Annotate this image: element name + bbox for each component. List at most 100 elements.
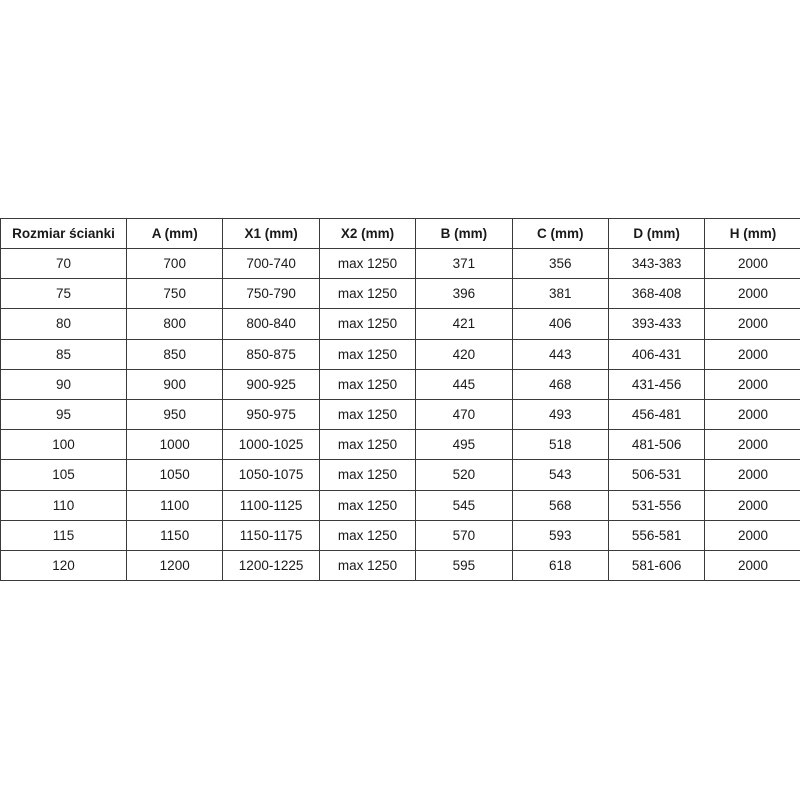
table-cell: 2000 [704, 459, 800, 491]
table-cell: max 1250 [318, 278, 417, 310]
table-cell: 1200-1225 [222, 549, 320, 582]
table-cell: 518 [511, 429, 609, 461]
table-cell: 900 [125, 368, 224, 400]
table-cell: 90 [0, 368, 127, 400]
table-cell: 595 [415, 549, 513, 582]
table-cell: 75 [0, 278, 127, 310]
table-cell: 80 [0, 308, 127, 340]
table-cell: max 1250 [318, 489, 417, 521]
table-row: 70 700 700-740 max 1250 371 356 343-383 2000 [0, 247, 800, 280]
table-cell: 850-875 [222, 338, 320, 370]
table-cell: 120 [0, 549, 127, 582]
table-cell: 593 [511, 519, 609, 551]
table-cell: 900-925 [222, 368, 320, 400]
table-cell: 115 [0, 519, 127, 551]
table-cell: 495 [415, 429, 513, 461]
table-cell: 456-481 [607, 398, 706, 431]
table-row: 110 1100 1100-1125 max 1250 545 568 531-556 200… [0, 489, 800, 521]
table-cell: 618 [511, 549, 609, 582]
table-cell: 800 [125, 308, 224, 340]
table-row: 95 950 950-975 max 1250 470 493 456-481 2000 [0, 398, 800, 431]
table-cell: 570 [415, 519, 513, 551]
table-cell: 100 [0, 429, 127, 461]
column-header: X2 (mm) [318, 218, 417, 249]
table-cell: 2000 [704, 308, 800, 340]
table-cell: 1100-1125 [222, 489, 320, 521]
table-cell: 368-408 [607, 278, 706, 310]
table-cell: 343-383 [607, 247, 706, 280]
table-cell: 468 [511, 368, 609, 400]
table-cell: max 1250 [318, 549, 417, 582]
table-cell: 700-740 [222, 247, 320, 280]
table-cell: 396 [415, 278, 513, 310]
table-cell: max 1250 [318, 398, 417, 431]
table-cell: 506-531 [607, 459, 706, 491]
column-header: H (mm) [704, 218, 800, 249]
table-cell: 568 [511, 489, 609, 521]
table-cell: 1150-1175 [222, 519, 320, 551]
table-cell: max 1250 [318, 429, 417, 461]
table-cell: 481-506 [607, 429, 706, 461]
table-cell: 750 [125, 278, 224, 310]
table-cell: 556-581 [607, 519, 706, 551]
table-cell: 431-456 [607, 368, 706, 400]
table-cell: max 1250 [318, 247, 417, 280]
table-cell: 1100 [125, 489, 224, 521]
table-cell: 1150 [125, 519, 224, 551]
table-cell: 700 [125, 247, 224, 280]
table-cell: 356 [511, 247, 609, 280]
table-cell: max 1250 [318, 519, 417, 551]
table-row: 75 750 750-790 max 1250 396 381 368-408 2000 [0, 278, 800, 310]
table-cell: 420 [415, 338, 513, 370]
table-cell: 381 [511, 278, 609, 310]
table-cell: max 1250 [318, 459, 417, 491]
dimensions-table: Rozmiar ścianki A (mm) X1 (mm) X2 (mm) B (mm… [0, 218, 800, 582]
table-cell: 581-606 [607, 549, 706, 582]
table-cell: 2000 [704, 489, 800, 521]
column-header: A (mm) [125, 218, 224, 249]
table-cell: 950-975 [222, 398, 320, 431]
table-cell: 545 [415, 489, 513, 521]
table-cell: 520 [415, 459, 513, 491]
table-cell: 750-790 [222, 278, 320, 310]
table-cell: 2000 [704, 338, 800, 370]
table-cell: 2000 [704, 519, 800, 551]
table-cell: 70 [0, 247, 127, 280]
column-header: C (mm) [511, 218, 609, 249]
table-cell: 105 [0, 459, 127, 491]
table-cell: 85 [0, 338, 127, 370]
table-row: 120 1200 1200-1225 max 1250 595 618 581-606 200… [0, 549, 800, 582]
table-cell: 2000 [704, 549, 800, 582]
table-cell: 2000 [704, 278, 800, 310]
table-cell: 2000 [704, 368, 800, 400]
table-row: 115 1150 1150-1175 max 1250 570 593 556-581 200… [0, 519, 800, 551]
table-cell: 1200 [125, 549, 224, 582]
table-row: 90 900 900-925 max 1250 445 468 431-456 2000 [0, 368, 800, 400]
table-cell: 2000 [704, 429, 800, 461]
column-header: X1 (mm) [222, 218, 320, 249]
table-cell: 850 [125, 338, 224, 370]
table-row: 105 1050 1050-1075 max 1250 520 543 506-531 200… [0, 459, 800, 491]
column-header: B (mm) [415, 218, 513, 249]
table-row: 80 800 800-840 max 1250 421 406 393-433 2000 [0, 308, 800, 340]
table-cell: 2000 [704, 247, 800, 280]
table-row: 85 850 850-875 max 1250 420 443 406-431 2000 [0, 338, 800, 370]
table-cell: 421 [415, 308, 513, 340]
column-header: D (mm) [607, 218, 706, 249]
table-cell: 950 [125, 398, 224, 431]
table-cell: 393-433 [607, 308, 706, 340]
table-cell: 1000 [125, 429, 224, 461]
table-cell: 470 [415, 398, 513, 431]
table-cell: 445 [415, 368, 513, 400]
column-header: Rozmiar ścianki [0, 218, 127, 249]
table-cell: 543 [511, 459, 609, 491]
table-cell: 443 [511, 338, 609, 370]
table-header-row: Rozmiar ścianki A (mm) X1 (mm) X2 (mm) B (mm… [0, 218, 800, 249]
table-cell: max 1250 [318, 338, 417, 370]
table-cell: 1050 [125, 459, 224, 491]
table-cell: 1050-1075 [222, 459, 320, 491]
table-cell: 371 [415, 247, 513, 280]
table-cell: 406-431 [607, 338, 706, 370]
table-cell: 95 [0, 398, 127, 431]
table-cell: 800-840 [222, 308, 320, 340]
